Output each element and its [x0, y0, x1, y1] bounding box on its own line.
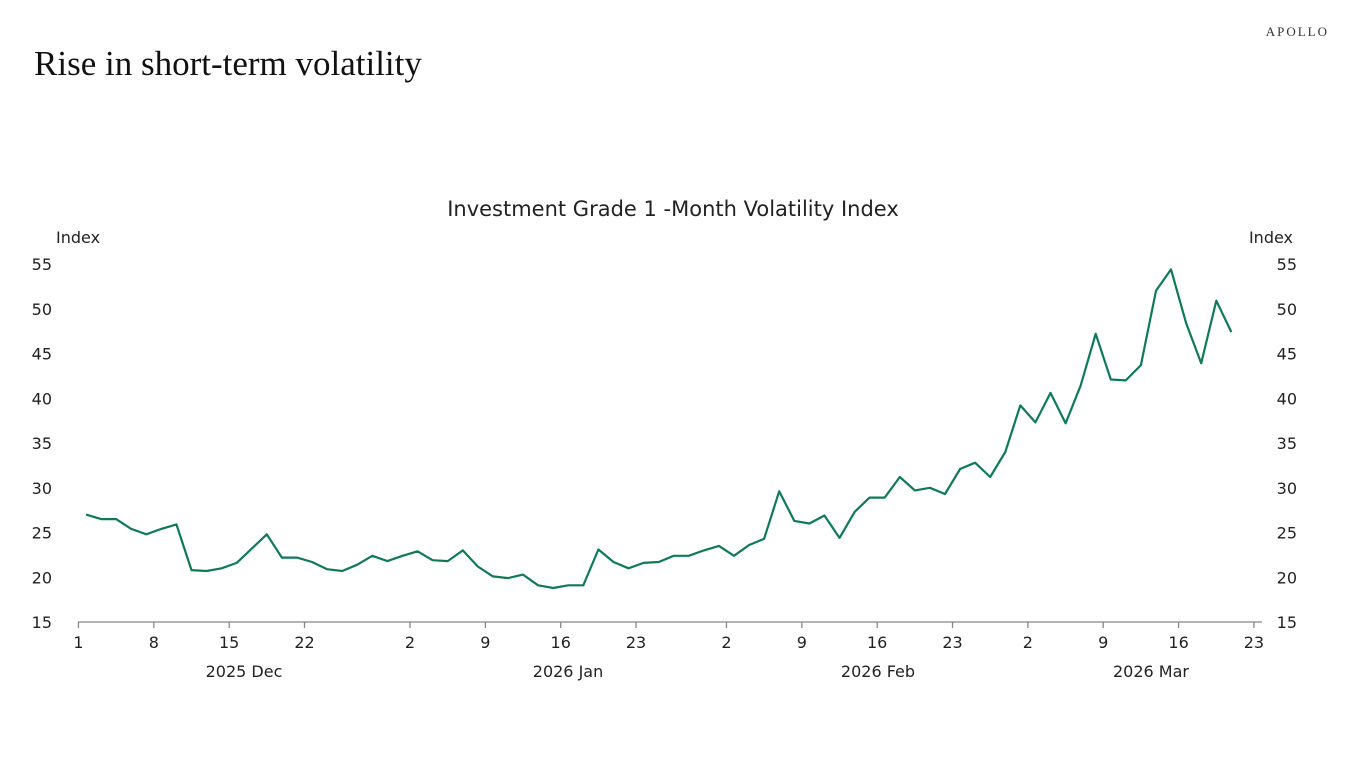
- x-tick-label: 2: [405, 633, 415, 652]
- y-axis-label-left: Index: [56, 228, 100, 247]
- data-points: [85, 269, 1232, 588]
- y-tick-label-left: 30: [32, 479, 52, 498]
- y-tick-label-right: 30: [1277, 479, 1297, 498]
- x-tick-label: 9: [480, 633, 490, 652]
- x-tick-label: 16: [867, 633, 887, 652]
- y-tick-label-left: 25: [32, 524, 52, 543]
- x-tick-label: 9: [1098, 633, 1108, 652]
- y-tick-label-right: 35: [1277, 434, 1297, 453]
- y-axis-label-right: Index: [1249, 228, 1293, 247]
- x-tick-label: 16: [1168, 633, 1188, 652]
- x-month-label: 2026 Feb: [841, 662, 915, 681]
- x-tick-label: 23: [942, 633, 962, 652]
- chart-title: Investment Grade 1 -Month Volatility Ind…: [447, 197, 899, 221]
- x-tick-label: 9: [797, 633, 807, 652]
- x-month-label: 2025 Dec: [206, 662, 283, 681]
- y-tick-label-left: 20: [32, 568, 52, 587]
- y-tick-label-left: 45: [32, 345, 52, 364]
- y-tick-label-right: 25: [1277, 524, 1297, 543]
- x-tick-label: 2: [721, 633, 731, 652]
- x-tick-label: 1: [73, 633, 83, 652]
- y-tick-label-left: 15: [32, 613, 52, 632]
- y-tick-label-left: 50: [32, 300, 52, 319]
- x-tick-label: 16: [551, 633, 571, 652]
- x-month-label: 2026 Mar: [1113, 662, 1189, 681]
- y-tick-label-left: 35: [32, 434, 52, 453]
- y-tick-label-right: 55: [1277, 255, 1297, 274]
- y-tick-label-right: 15: [1277, 613, 1297, 632]
- x-tick-label: 23: [1244, 633, 1264, 652]
- y-tick-label-right: 45: [1277, 345, 1297, 364]
- slide-title: Rise in short-term volatility: [34, 44, 422, 83]
- y-tick-label-right: 40: [1277, 389, 1297, 408]
- x-tick-label: 22: [294, 633, 314, 652]
- series-line: [85, 268, 1233, 590]
- y-tick-label-right: 20: [1277, 568, 1297, 587]
- x-tick-label: 2: [1023, 633, 1033, 652]
- apollo-logo: APOLLO: [1265, 24, 1329, 39]
- x-tick-label: 8: [149, 633, 159, 652]
- x-month-label: 2026 Jan: [533, 662, 603, 681]
- x-tick-label: 15: [219, 633, 239, 652]
- y-tick-label-left: 55: [32, 255, 52, 274]
- y-tick-label-right: 50: [1277, 300, 1297, 319]
- y-tick-label-left: 40: [32, 389, 52, 408]
- x-tick-label: 23: [626, 633, 646, 652]
